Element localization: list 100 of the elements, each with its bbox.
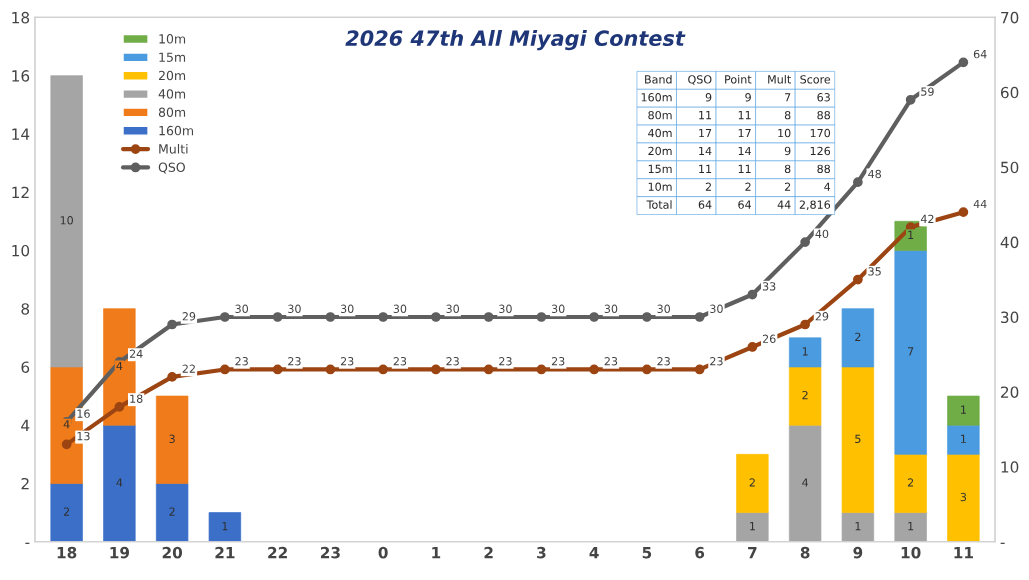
data-label: 2 [749,478,755,487]
bar [947,453,980,542]
annotation: 88 [817,110,830,120]
data-label: 2 [907,478,914,487]
annotation: 63 [817,93,830,102]
y2-tick-label: 70 [1001,11,1019,24]
annotation: 44 [777,200,791,209]
annotation: Score [800,75,831,84]
data-label: 40 [815,229,829,239]
data-label: 1 [802,347,808,356]
data-label: 10 [60,216,73,225]
point [958,207,969,218]
data-label: 1 [961,434,966,443]
point [747,342,758,352]
data-label: 33 [762,282,776,291]
data-label: 18 [130,394,143,403]
annotation: 11 [699,111,712,120]
y-tick-label: 14 [12,128,30,140]
point [589,364,600,375]
data-label: 42 [920,214,934,223]
x-tick-label: 5 [642,547,652,559]
point [272,312,283,322]
data-label: 22 [182,364,195,373]
point [220,312,230,322]
point [431,312,441,322]
y2-tick-label: 60 [1000,86,1019,99]
data-label: 3 [960,492,967,502]
data-label: 30 [288,304,301,313]
point [61,439,72,450]
bar [103,424,136,542]
point [694,364,705,375]
annotation: 11 [738,111,751,120]
data-label: 23 [393,357,407,366]
annotation: 10 [778,128,791,138]
legend-label: Multi [159,143,188,154]
annotation: 8 [784,110,791,120]
data-label: 4 [116,361,123,371]
point [325,312,336,322]
data-label: 30 [604,304,618,313]
x-tick-label: 9 [853,546,863,559]
data-label: 35 [868,267,881,276]
data-label: 1 [222,522,228,531]
point [378,312,389,322]
y2-tick-label: 10 [1001,461,1019,473]
data-label: 64 [973,49,987,59]
annotation: 8 [784,164,791,174]
bar [947,395,980,426]
annotation: 7 [785,93,791,102]
annotation: 17 [699,128,712,138]
data-label: 1 [908,230,914,239]
annotation: 4 [824,182,831,191]
annotation: 11 [699,164,712,173]
annotation: 64 [698,200,712,209]
y-tick-label: 10 [12,244,30,257]
point [536,312,547,322]
legend-label: QSO [158,162,185,174]
x-tick-label: 3 [537,546,546,559]
point [853,274,863,285]
point [694,312,705,322]
annotation: 2 [745,182,751,191]
point [483,364,494,375]
x-tick-label: 0 [378,546,388,559]
data-label: 1 [961,405,966,414]
bar [841,308,875,368]
y2-tick-label: - [1000,542,1005,544]
bar [841,366,875,513]
bar [208,512,242,542]
point [431,364,441,375]
legend-label: 10m [159,34,186,44]
annotation: 126 [810,146,831,156]
point [642,364,652,375]
y-tick-label: 8 [21,303,30,315]
y-tick-label: 4 [21,419,30,432]
data-label: 30 [446,304,460,313]
x-tick-label: 1 [432,547,441,559]
data-label: 29 [815,312,829,321]
bar [50,75,83,368]
data-label: 29 [182,312,196,321]
y2-tick-label: 40 [1000,236,1019,249]
point [220,364,230,375]
y-tick-label: 12 [12,186,29,198]
y2-tick-label: 20 [1001,386,1019,398]
bar [155,395,189,484]
bar [788,337,822,368]
data-label: 30 [551,304,565,313]
annotation: 160m [641,93,672,102]
annotation: 11 [738,164,751,173]
y-tick-label: 6 [21,361,30,373]
point [272,364,283,375]
y-tick-label: 16 [12,70,30,82]
legend-label: 80m [158,107,186,117]
y-tick-label: 2 [21,477,29,490]
annotation: QSO [688,75,712,85]
data-label: 3 [169,434,175,443]
x-tick-label: 4 [589,547,599,559]
data-label: 1 [855,522,861,531]
point [958,57,969,68]
data-label: 23 [340,357,354,366]
x-tick-label: 20 [162,546,183,559]
annotation: 80m [648,110,672,120]
